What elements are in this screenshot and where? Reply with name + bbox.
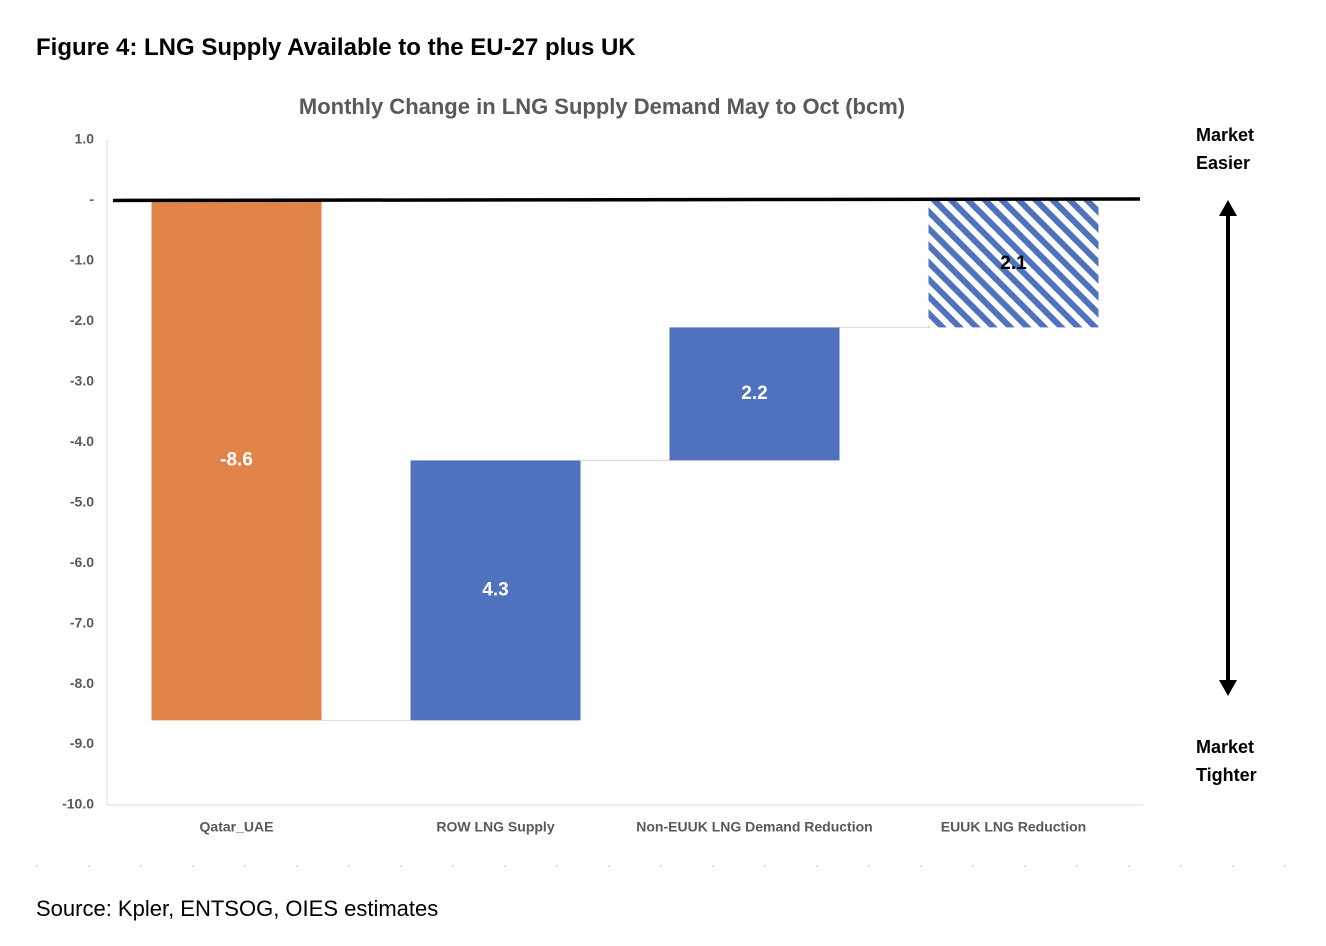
arrow-head-up (1219, 200, 1237, 216)
x-tick-label: ROW LNG Supply (436, 819, 554, 835)
y-tick-label: -4.0 (70, 433, 94, 449)
y-tick-label: -8.0 (70, 675, 94, 691)
bar (669, 327, 840, 461)
data-label: 2.2 (741, 383, 767, 404)
zero-line (112, 197, 1141, 203)
y-tick-label: -5.0 (70, 493, 94, 509)
y-tick-label: -2.0 (70, 312, 94, 328)
x-tick-label: Qatar_UAE (200, 819, 274, 835)
y-tick-label: - (89, 191, 94, 207)
x-tick-label: EUUK LNG Reduction (941, 819, 1086, 835)
data-label: -8.6 (220, 449, 253, 470)
chart-title: Monthly Change in LNG Supply Demand May … (299, 94, 905, 119)
annotation-top: Market Easier (1196, 125, 1255, 173)
y-tick-label: -1.0 (70, 252, 94, 268)
data-label: 2.1 (1000, 253, 1027, 274)
y-tick-label: 1.0 (75, 131, 95, 147)
data-label: 4.3 (482, 579, 508, 600)
y-tick-label: -3.0 (70, 373, 94, 389)
y-tick-label: -6.0 (70, 554, 94, 570)
bar (151, 200, 322, 721)
figure-title: Figure 4: LNG Supply Available to the EU… (36, 34, 636, 61)
arrow-head-down (1219, 680, 1237, 696)
bar (410, 460, 581, 721)
x-tick-label: Non-EUUK LNG Demand Reduction (636, 819, 872, 835)
source: Source: Kpler, ENTSOG, OIES estimates (36, 896, 439, 921)
annotation-bottom: Market Tighter (1196, 737, 1257, 785)
y-tick-label: -9.0 (70, 735, 94, 751)
y-tick-label: -10.0 (62, 796, 94, 812)
bar (928, 200, 1099, 328)
y-tick-label: -7.0 (70, 614, 94, 630)
